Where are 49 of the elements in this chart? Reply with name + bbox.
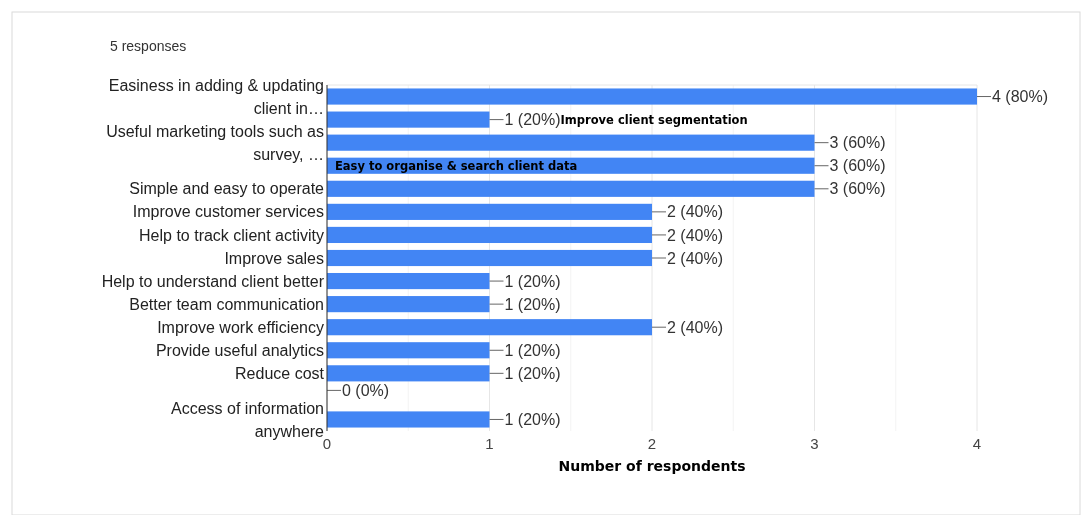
bar xyxy=(327,203,652,220)
bar xyxy=(327,296,490,313)
data-label: 2 (40%) xyxy=(667,203,724,221)
y-tick-label: Access of information anywhere xyxy=(171,399,325,440)
y-tick-label: Help to track client activity xyxy=(139,226,324,244)
bar xyxy=(327,226,652,244)
data-label: 2 (40%) xyxy=(667,226,724,244)
text: 5 responses xyxy=(110,38,187,54)
annotation: Improve client segmentation xyxy=(560,112,748,127)
data-label: 1 (20%) xyxy=(504,411,561,429)
bar xyxy=(327,411,490,428)
x-tick-label: 0 xyxy=(322,435,332,452)
bar xyxy=(327,272,490,290)
data-label: 1 (20%) xyxy=(504,341,561,359)
data-label: 3 (60%) xyxy=(829,180,886,198)
data-label: 1 (20%) xyxy=(504,111,561,129)
x-axis-title: Number of respondents xyxy=(558,458,746,474)
y-tick-label: Improve sales xyxy=(224,249,324,267)
bar xyxy=(327,319,652,336)
data-label: 0 (0%) xyxy=(342,382,390,399)
y-tick-label: Improve customer services xyxy=(132,203,324,221)
data-label: 3 (60%) xyxy=(829,134,886,152)
x-tick-label: 3 xyxy=(810,435,819,452)
bar xyxy=(327,365,490,382)
y-tick-label: Useful marketing tools such as survey, … xyxy=(106,122,324,163)
bar xyxy=(327,249,652,267)
bar xyxy=(327,134,815,151)
y-tick-label: Improve work efficiency xyxy=(157,318,324,336)
y-tick-label: Better team communication xyxy=(129,295,324,313)
annotation: Easy to organise & search client data xyxy=(335,158,578,173)
bar xyxy=(327,342,490,359)
y-tick-label: Reduce cost xyxy=(235,364,325,382)
x-tick-label: 2 xyxy=(647,435,657,452)
bar xyxy=(327,111,490,128)
y-tick-label: Provide useful analytics xyxy=(155,341,324,359)
data-label: 1 (20%) xyxy=(504,295,561,313)
bar xyxy=(327,180,815,197)
data-label: 2 (40%) xyxy=(667,249,724,267)
y-tick-label: Help to understand client better xyxy=(101,272,325,290)
data-label: 1 (20%) xyxy=(504,272,561,290)
y-tick-label: Easiness in adding & updating client in… xyxy=(108,76,324,117)
x-tick-label: 4 xyxy=(972,435,982,452)
bar xyxy=(327,88,977,105)
x-tick-label: 1 xyxy=(485,435,494,452)
data-label: 4 (80%) xyxy=(992,88,1049,106)
data-label: 1 (20%) xyxy=(504,364,561,382)
data-label: 3 (60%) xyxy=(829,157,886,175)
y-tick-label: Simple and easy to operate xyxy=(129,180,325,198)
data-label: 2 (40%) xyxy=(667,318,724,336)
